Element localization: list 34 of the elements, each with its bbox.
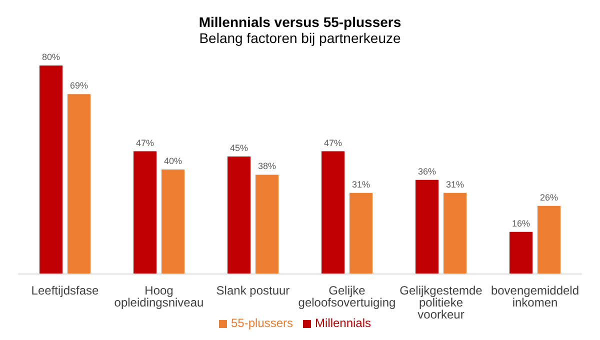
bar bbox=[256, 174, 278, 274]
data-label: 47% bbox=[136, 138, 154, 148]
bar bbox=[444, 192, 466, 274]
data-label: 31% bbox=[352, 179, 370, 190]
bar bbox=[134, 151, 156, 274]
bar bbox=[350, 192, 372, 274]
data-label: 38% bbox=[258, 161, 276, 172]
legend-label: Millennials bbox=[315, 316, 372, 330]
data-label: 47% bbox=[324, 138, 342, 148]
data-label: 16% bbox=[512, 218, 530, 228]
bar bbox=[416, 180, 438, 274]
chart-title: Millennials versus 55-plussers bbox=[198, 13, 402, 30]
bar bbox=[510, 232, 532, 274]
chart-subtitle: Belang factoren bij partnerkeuze bbox=[198, 30, 402, 46]
data-label: 45% bbox=[230, 143, 248, 153]
data-label: 26% bbox=[540, 192, 558, 202]
x-tick-label: Slank postuur bbox=[216, 284, 290, 298]
x-tick-label: Gelijkgestemde politieke voorkeur bbox=[400, 284, 483, 322]
data-label: 31% bbox=[446, 179, 464, 190]
x-tick-label: Gelijke geloofsovertuiging bbox=[298, 284, 396, 310]
data-label: 36% bbox=[418, 166, 436, 176]
x-tick-label: Hoog opleidingsniveau bbox=[114, 284, 204, 310]
bar bbox=[538, 206, 560, 274]
bar bbox=[322, 151, 344, 274]
data-label: 69% bbox=[70, 80, 88, 91]
legend-label: 55-plussers bbox=[230, 316, 293, 330]
bar bbox=[162, 170, 184, 274]
bar bbox=[40, 66, 62, 274]
bar bbox=[228, 156, 250, 274]
x-tick-label: Leeftijdsfase bbox=[31, 284, 100, 298]
data-label: 40% bbox=[164, 156, 182, 166]
x-tick-label: bovengemiddeld inkomen bbox=[490, 284, 580, 310]
bar bbox=[68, 94, 90, 274]
data-label: 80% bbox=[42, 52, 60, 62]
